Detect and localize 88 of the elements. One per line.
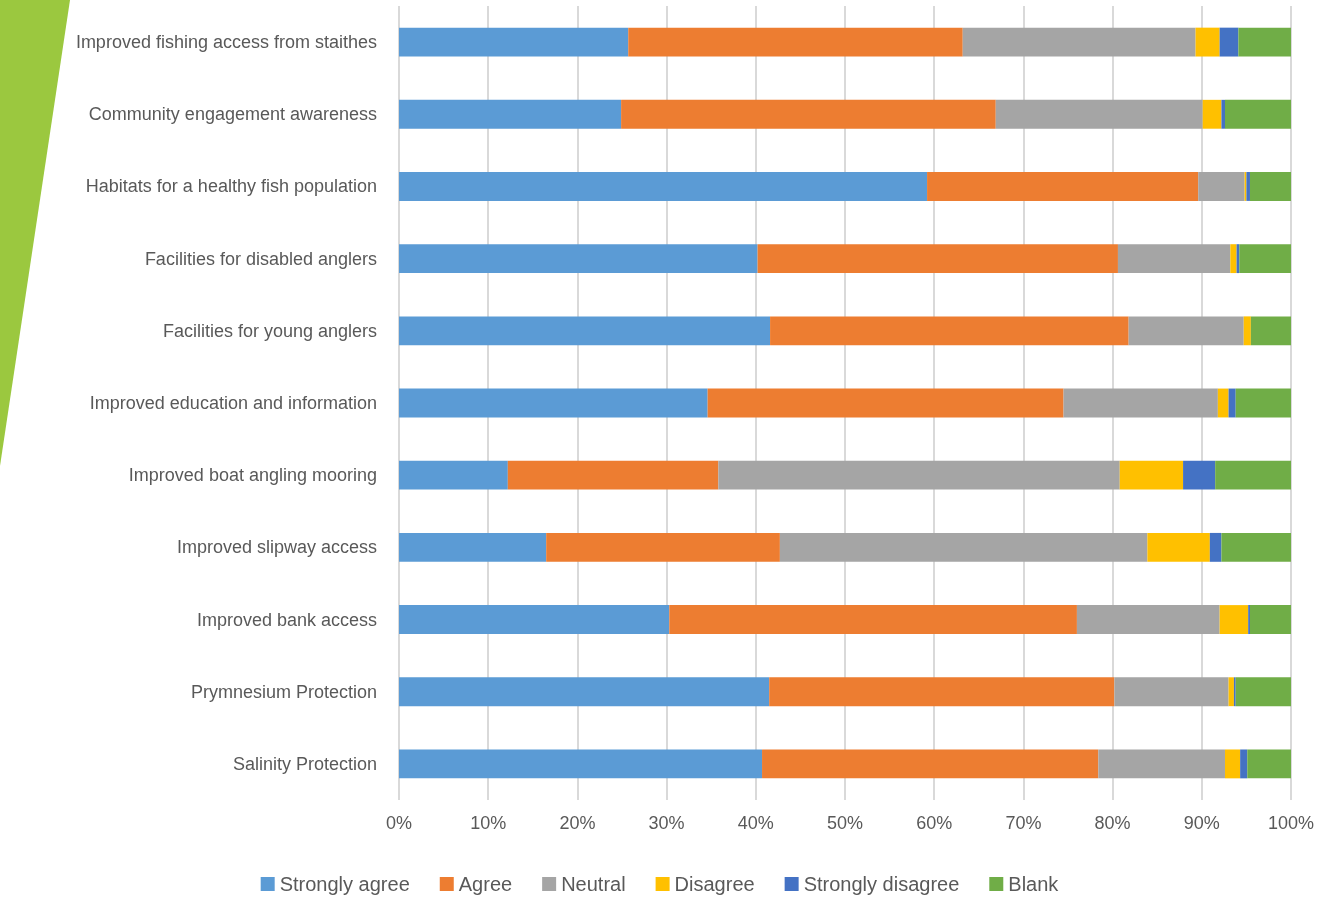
legend-label: Agree xyxy=(458,873,513,895)
bar xyxy=(399,27,629,57)
y-tick-label: Habitats for a healthy fish population xyxy=(85,176,377,197)
x-tick-label: 50% xyxy=(826,813,864,833)
bar xyxy=(399,172,928,201)
x-tick-label: 0% xyxy=(385,813,413,833)
bar xyxy=(718,460,1120,490)
bar xyxy=(1217,388,1229,418)
y-tick-label: Prymnesium Protection xyxy=(190,681,377,702)
bar xyxy=(1219,605,1249,634)
bar xyxy=(762,749,1099,779)
bar xyxy=(399,244,758,274)
bar xyxy=(769,677,1115,707)
bar xyxy=(621,99,996,129)
bar xyxy=(399,605,670,634)
x-tick-label: 40% xyxy=(737,813,774,833)
bar xyxy=(399,388,708,418)
x-tick-label: 80% xyxy=(1094,813,1131,833)
x-tick-label: 30% xyxy=(648,813,685,833)
bar xyxy=(1235,388,1291,418)
bar xyxy=(1243,316,1251,346)
bar xyxy=(1224,749,1241,779)
bar xyxy=(1202,99,1222,129)
bar xyxy=(707,388,1064,418)
bar xyxy=(399,532,547,562)
bar xyxy=(1183,460,1216,490)
bar xyxy=(1195,27,1220,57)
y-tick-label: Facilities for disabled anglers xyxy=(144,248,377,269)
bar xyxy=(962,27,1196,57)
bar xyxy=(1147,532,1210,562)
bar xyxy=(1230,244,1237,274)
bar xyxy=(757,244,1118,274)
bar xyxy=(1249,172,1291,201)
x-tick-label: 70% xyxy=(1005,813,1042,833)
bar xyxy=(399,677,770,707)
y-tick-label: Improved boat angling mooring xyxy=(128,465,377,486)
legend-label: Strongly agree xyxy=(279,873,410,895)
bar xyxy=(1239,244,1291,274)
bar xyxy=(1076,605,1220,634)
bar xyxy=(399,316,771,346)
bar xyxy=(1238,27,1291,57)
bar xyxy=(1240,749,1248,779)
y-tick-label: Salinity Protection xyxy=(232,753,377,774)
x-tick-label: 100% xyxy=(1267,813,1315,833)
bar xyxy=(1114,677,1229,707)
y-tick-label: Facilities for young anglers xyxy=(162,320,377,341)
bar xyxy=(1198,172,1245,201)
y-tick-label: Improved education and information xyxy=(89,393,377,413)
bar xyxy=(399,749,763,779)
bar xyxy=(399,460,508,490)
bar xyxy=(1224,99,1291,129)
bar xyxy=(628,27,963,57)
bar xyxy=(1221,532,1291,562)
bar xyxy=(669,605,1077,634)
x-tick-label: 20% xyxy=(559,813,596,833)
bar xyxy=(1215,460,1291,490)
legend-label: Strongly disagree xyxy=(803,873,960,895)
bar xyxy=(399,99,622,129)
bar xyxy=(1128,316,1244,346)
bar xyxy=(1098,749,1225,779)
bar xyxy=(927,172,1199,201)
bar xyxy=(770,316,1129,346)
x-tick-label: 10% xyxy=(470,813,507,833)
bar xyxy=(1117,244,1231,274)
bar xyxy=(507,460,719,490)
y-tick-label: Community engagement awareness xyxy=(88,104,377,125)
x-tick-label: 60% xyxy=(916,813,953,833)
bar xyxy=(1219,27,1239,57)
bar xyxy=(1235,677,1291,707)
legend-label: Blank xyxy=(1008,873,1060,895)
bar xyxy=(995,99,1203,129)
bar xyxy=(1250,316,1291,346)
bar xyxy=(1247,749,1291,779)
bar xyxy=(779,532,1148,562)
bar xyxy=(1063,388,1218,418)
y-tick-label: Improved slipway access xyxy=(176,537,377,558)
bar xyxy=(1228,677,1234,707)
bar xyxy=(1209,532,1222,562)
bar xyxy=(546,532,780,562)
bar xyxy=(1228,388,1236,418)
bar xyxy=(1119,460,1184,490)
bar xyxy=(1249,605,1291,634)
legend-label: Neutral xyxy=(561,873,626,895)
bar xyxy=(1221,99,1225,129)
y-tick-label: Improved bank access xyxy=(196,609,377,630)
x-tick-label: 90% xyxy=(1183,813,1220,833)
legend-label: Disagree xyxy=(674,873,755,895)
y-tick-label: Improved fishing access from staithes xyxy=(75,32,377,53)
